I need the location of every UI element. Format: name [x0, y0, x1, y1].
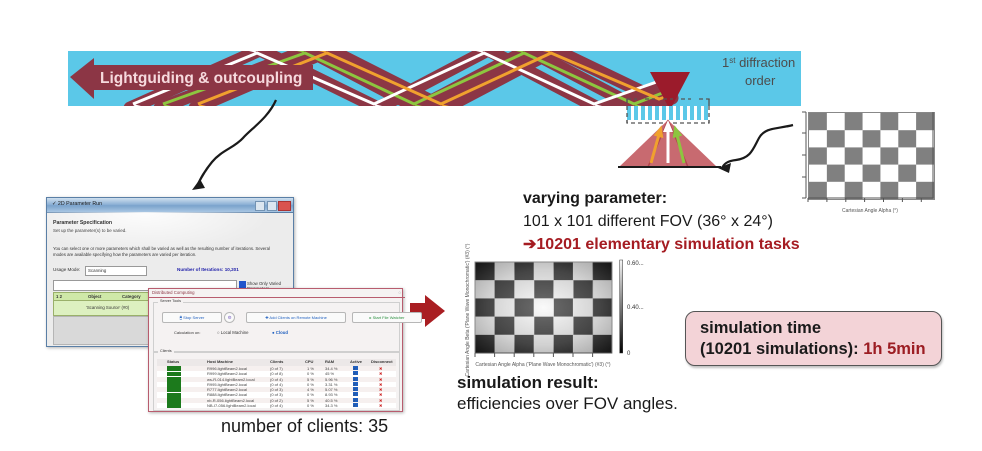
svg-text:Cartesian Angle Alpha (°): Cartesian Angle Alpha (°) [842, 208, 898, 214]
